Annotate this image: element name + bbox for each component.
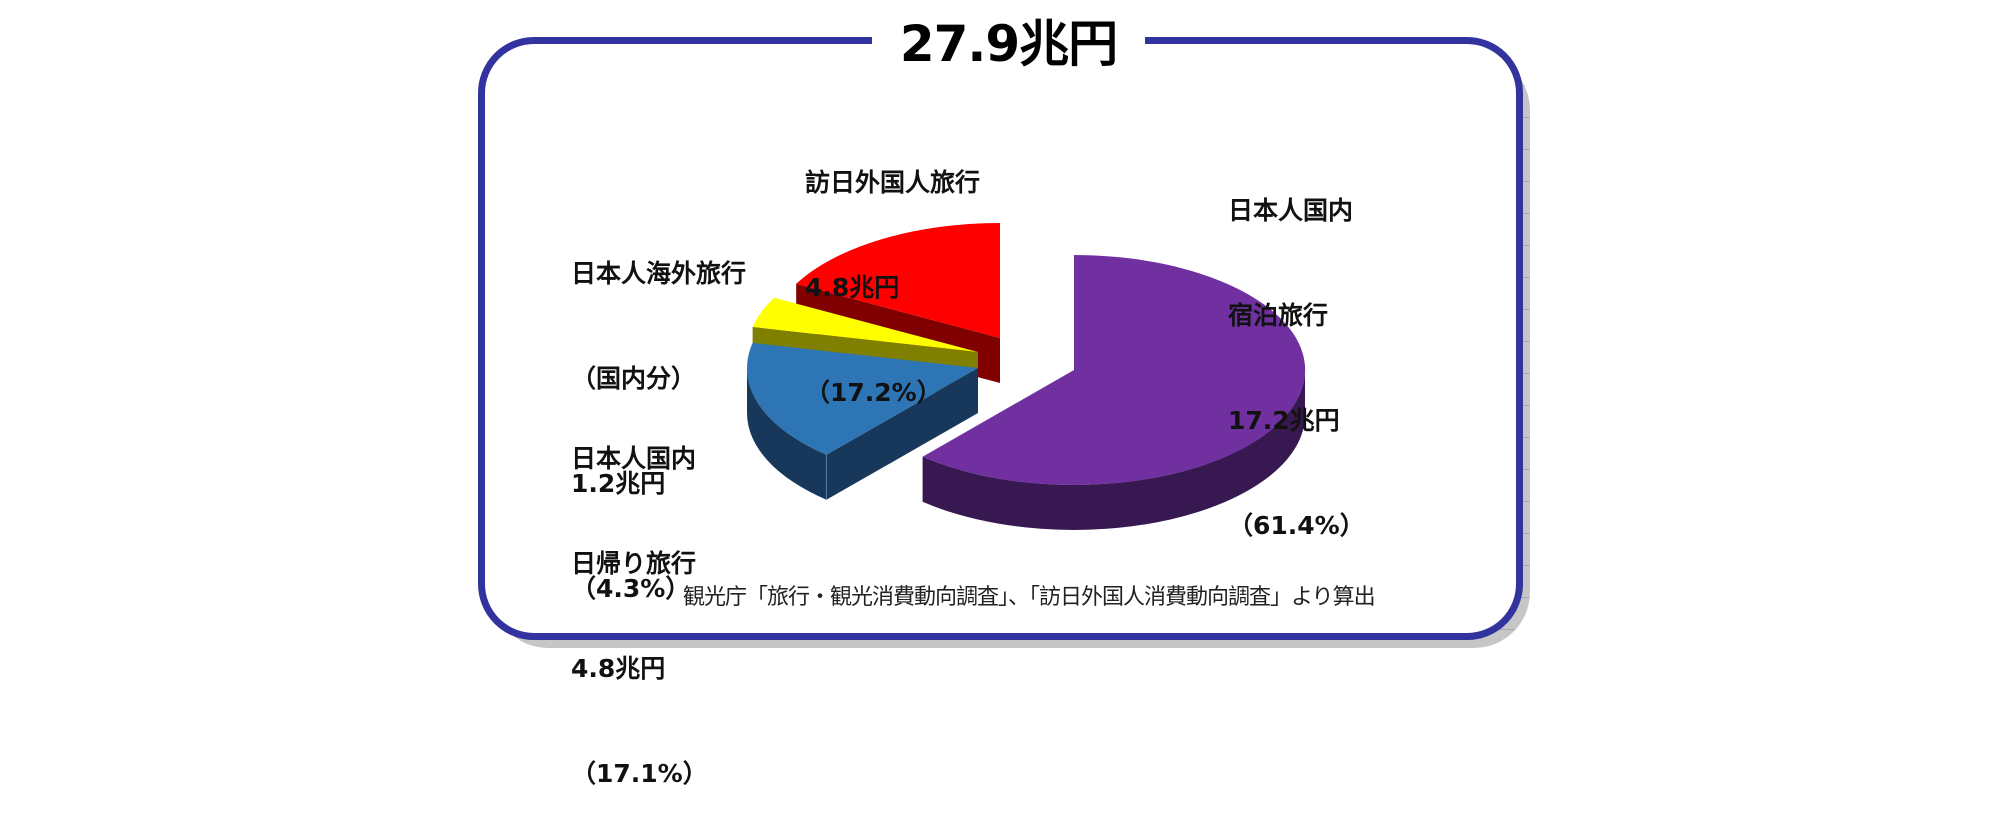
label-inbound-amount: 4.8兆円 bbox=[805, 273, 900, 302]
label-outbound-domestic: 日本人海外旅行 （国内分） 1.2兆円 （4.3%） bbox=[571, 186, 746, 641]
label-domestic-overnight-amount: 17.2兆円 bbox=[1228, 406, 1340, 435]
label-domestic-overnight-name1: 日本人国内 bbox=[1228, 196, 1354, 225]
slice-domestic-daytrip bbox=[746, 342, 978, 500]
title-gap bbox=[872, 20, 1145, 60]
label-domestic-daytrip-name1: 日本人国内 bbox=[571, 444, 697, 473]
label-domestic-overnight-percent: （61.4%） bbox=[1228, 511, 1365, 540]
pie-chart bbox=[746, 223, 1306, 530]
label-inbound-percent: （17.2%） bbox=[805, 378, 942, 407]
label-outbound-domestic-amount: 1.2兆円 bbox=[571, 469, 666, 498]
label-domestic-overnight-name2: 宿泊旅行 bbox=[1228, 301, 1329, 330]
label-outbound-domestic-name1: 日本人海外旅行 bbox=[571, 259, 747, 288]
chart-frame bbox=[478, 37, 1523, 640]
label-domestic-daytrip-percent: （17.1%） bbox=[571, 759, 708, 788]
label-domestic-daytrip-amount: 4.8兆円 bbox=[571, 654, 666, 683]
chart-title: 27.9兆円 bbox=[899, 15, 1118, 73]
label-domestic-daytrip-name2: 日帰り旅行 bbox=[571, 549, 697, 578]
slice-domestic-overnight bbox=[922, 254, 1306, 530]
label-inbound: 訪日外国人旅行 4.8兆円 （17.2%） bbox=[805, 95, 980, 445]
label-outbound-domestic-name2: （国内分） bbox=[571, 364, 697, 393]
label-inbound-name: 訪日外国人旅行 bbox=[805, 168, 981, 197]
source-note: 観光庁「旅行・観光消費動向調査」、「訪日外国人消費動向調査」より算出 bbox=[683, 585, 1376, 610]
label-outbound-domestic-percent: （4.3%） bbox=[571, 574, 691, 603]
label-domestic-overnight: 日本人国内 宿泊旅行 17.2兆円 （61.4%） bbox=[1228, 123, 1365, 578]
